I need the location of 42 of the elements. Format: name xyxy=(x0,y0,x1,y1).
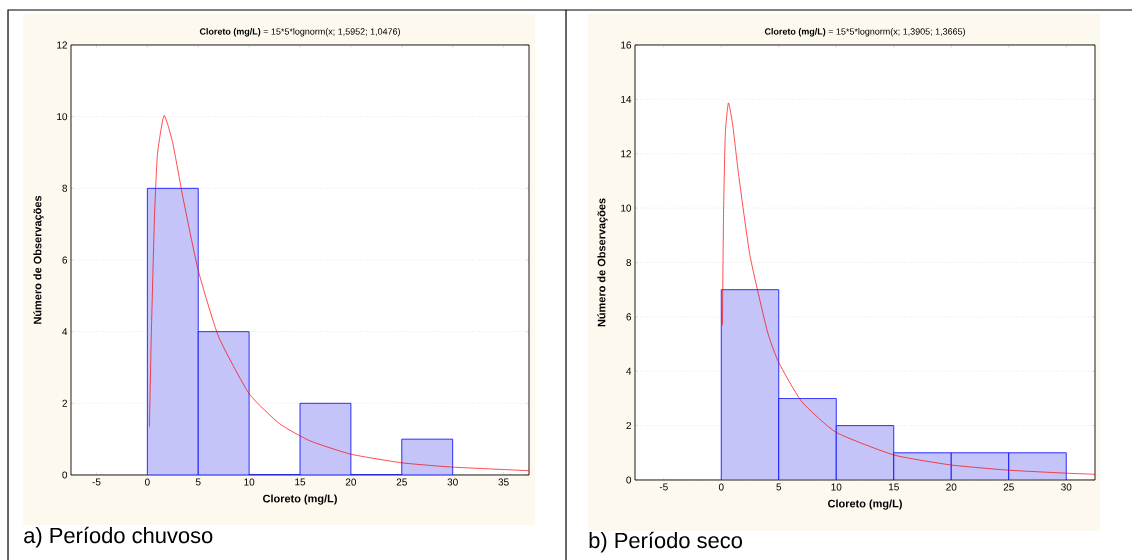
x-tick-label: 25 xyxy=(1003,483,1014,491)
x-tick-label: 15 xyxy=(295,478,306,486)
x-tick-label: 35 xyxy=(498,478,509,486)
x-tick-label: -5 xyxy=(92,478,101,486)
line-series xyxy=(149,115,530,472)
x-tick-label: 0 xyxy=(144,478,150,486)
y-tick-label: 0 xyxy=(62,471,68,479)
x-tick-label: 20 xyxy=(946,483,957,491)
x-tick-label: 10 xyxy=(244,478,255,486)
chart-title: Cloreto (mg/L) = 15*5*lognorm(x; 1,3905; 1,3665) xyxy=(764,28,965,37)
y-tick-label: 8 xyxy=(626,258,632,267)
x-tick-label: 5 xyxy=(776,483,782,491)
y-tick-label: 12 xyxy=(621,150,631,158)
x-axis-title: Cloreto (mg/L) xyxy=(263,494,337,505)
chart-title: Cloreto (mg/L) = 15*5*lognorm(x; 1,5952; 1,0476) xyxy=(199,28,400,37)
line-series xyxy=(722,102,1096,475)
y-tick-label: 14 xyxy=(621,95,632,103)
y-tick-label: 4 xyxy=(62,328,68,336)
y-tick-label: 4 xyxy=(626,367,632,375)
text: a) Período chuvoso xyxy=(24,526,213,548)
y-tick-label: 10 xyxy=(57,113,68,121)
y-tick-label: 12 xyxy=(57,41,67,49)
y-tick-label: 8 xyxy=(62,184,68,192)
y-tick-label: 2 xyxy=(626,422,631,430)
y-tick-label: 6 xyxy=(62,256,68,264)
text: b) Período seco xyxy=(589,531,742,553)
y-axis-title: Número de Observações xyxy=(597,198,608,327)
x-tick-label: -5 xyxy=(659,483,668,491)
x-tick-label: 25 xyxy=(396,478,407,486)
x-tick-label: 15 xyxy=(888,483,899,491)
y-tick-label: 16 xyxy=(621,41,632,49)
y-tick-label: 10 xyxy=(621,204,632,212)
x-tick-label: 30 xyxy=(1061,483,1072,491)
x-axis-title: Cloreto (mg/L) xyxy=(828,499,902,510)
y-tick-label: 6 xyxy=(626,313,632,321)
x-tick-label: 5 xyxy=(195,478,201,486)
y-axis-title: Número de Observações xyxy=(33,195,44,324)
x-tick-label: 0 xyxy=(718,483,724,491)
x-tick-label: 20 xyxy=(345,478,357,486)
x-tick-label: 30 xyxy=(447,478,458,486)
x-tick-label: 10 xyxy=(831,483,842,491)
y-tick-label: 2 xyxy=(62,399,67,407)
